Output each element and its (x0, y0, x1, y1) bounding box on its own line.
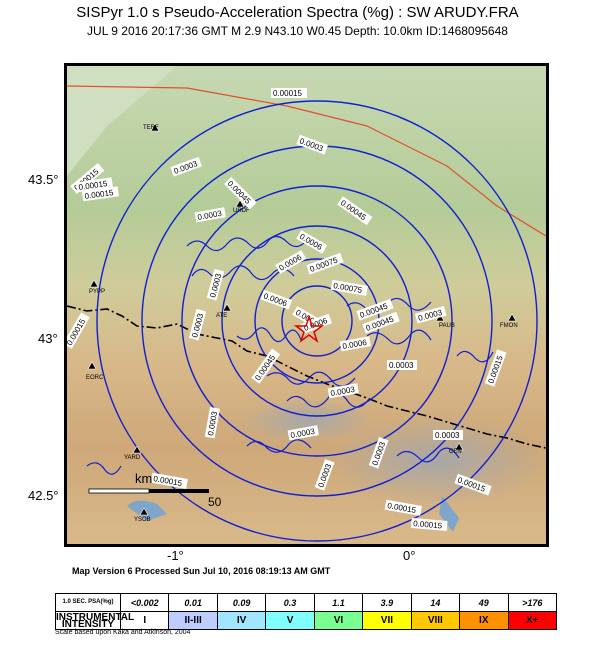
city-label: FMON (500, 323, 518, 329)
city-label: PYPP (89, 289, 105, 295)
contour-label: 0.00015 (410, 517, 448, 531)
intensity-cell: II-III (168, 611, 218, 630)
svg-text:0.0003: 0.0003 (206, 410, 219, 436)
lon-label: -1° (167, 548, 184, 563)
shakemap: TERF URDF PYPP ATE PAUB FMON EORC YARD C… (67, 66, 546, 544)
contour-label: 0.0003 (204, 407, 220, 439)
city-label: YARD (124, 455, 141, 461)
reservoir (127, 500, 167, 521)
fault-line (67, 85, 546, 237)
psa-value: 0.09 (216, 593, 267, 612)
map-border-right (546, 66, 549, 544)
lat-label: 43.5° (28, 172, 59, 187)
epicenter-star (293, 314, 325, 344)
psa-value: 49 (459, 593, 509, 612)
psa-row: 1.0 SEC. PSA(%g) <0.002 0.01 0.09 0.3 1.… (55, 593, 557, 612)
map-border-top (64, 63, 549, 66)
psa-value: <0.002 (119, 593, 170, 612)
scale-bar: km 50 (88, 471, 222, 509)
scale-unit: km (135, 471, 152, 486)
intensity-cell: IV (216, 611, 267, 630)
intensity-row: INSTRUMENTAL INTENSITY I II-III IV V VI … (55, 611, 557, 630)
intensity-cell: VIII (410, 611, 461, 630)
intensity-legend: 1.0 SEC. PSA(%g) <0.002 0.01 0.09 0.3 1.… (55, 593, 557, 630)
intensity-cell: I (119, 611, 170, 630)
lat-label: 42.5° (28, 488, 59, 503)
city-labels: TERF URDF PYPP ATE PAUB FMON EORC YARD C… (86, 125, 518, 523)
intensity-cell: V (265, 611, 315, 630)
map-border-bottom (64, 544, 549, 547)
svg-text:0.0003: 0.0003 (197, 209, 223, 222)
contour-label: 0.0003 (327, 383, 359, 399)
svg-text:0.0003: 0.0003 (290, 427, 316, 440)
psa-value: >176 (507, 593, 557, 612)
contour-label: 0.00015 (271, 88, 307, 98)
svg-text:0.0003: 0.0003 (330, 385, 356, 398)
intensity-cell: VI (313, 611, 364, 630)
city-label: TERF (143, 125, 159, 131)
intensity-label: INSTRUMENTAL INTENSITY (55, 611, 135, 630)
intensity-cell: IX (459, 611, 509, 630)
city-label: URDF (233, 208, 250, 214)
psa-value: 1.1 (313, 593, 364, 612)
city-label: YSOB (134, 517, 151, 523)
contour-label: 0.0003 (387, 360, 417, 370)
svg-text:0.00015: 0.00015 (413, 519, 443, 531)
contour-label: 0.0003 (194, 207, 226, 223)
contour-label: 0.0006 (339, 336, 371, 352)
svg-text:0.0003: 0.0003 (435, 431, 460, 440)
station-markers (87, 123, 517, 516)
city-label: EORC (86, 375, 104, 381)
lon-label: 0° (403, 548, 416, 563)
event-info: JUL 9 2016 20:17:36 GMT M 2.9 N43.10 W0.… (87, 24, 508, 38)
svg-text:0.00015: 0.00015 (84, 188, 114, 201)
contour-label: 0.0003 (287, 425, 319, 441)
map-border-left (64, 66, 67, 544)
scale-note: Scale based upon Kaka and Atkinson, 2004 (55, 629, 191, 636)
processed-info: Map Version 6 Processed Sun Jul 10, 2016… (72, 566, 331, 576)
city-label: CEN (449, 449, 462, 455)
psa-value: 0.01 (168, 593, 218, 612)
intensity-cell: X+ (507, 611, 557, 630)
svg-text:0.0003: 0.0003 (389, 361, 414, 370)
intensity-cell: VII (362, 611, 412, 630)
city-label: ATE (216, 313, 227, 319)
contour-label: 0.0003 (433, 430, 463, 440)
high-peaks-west (237, 399, 377, 443)
psa-value: 14 (410, 593, 461, 612)
scale-distance: 50 (208, 495, 222, 509)
map-title: SISPyr 1.0 s Pseudo-Acceleration Spectra… (76, 4, 519, 21)
city-label: PAUB (439, 323, 455, 329)
psa-value: 3.9 (362, 593, 412, 612)
shakemap-canvas: TERF URDF PYPP ATE PAUB FMON EORC YARD C… (67, 66, 546, 544)
lat-label: 43° (38, 331, 58, 346)
svg-text:0.0006: 0.0006 (342, 338, 368, 351)
contour-label: 0.00015 (81, 186, 119, 202)
national-border (67, 305, 546, 449)
psa-value: 0.3 (265, 593, 315, 612)
svg-text:0.00015: 0.00015 (273, 89, 302, 98)
psa-label: 1.0 SEC. PSA(%g) (55, 593, 121, 612)
atlantic-plain (67, 66, 177, 176)
lake (439, 496, 459, 532)
